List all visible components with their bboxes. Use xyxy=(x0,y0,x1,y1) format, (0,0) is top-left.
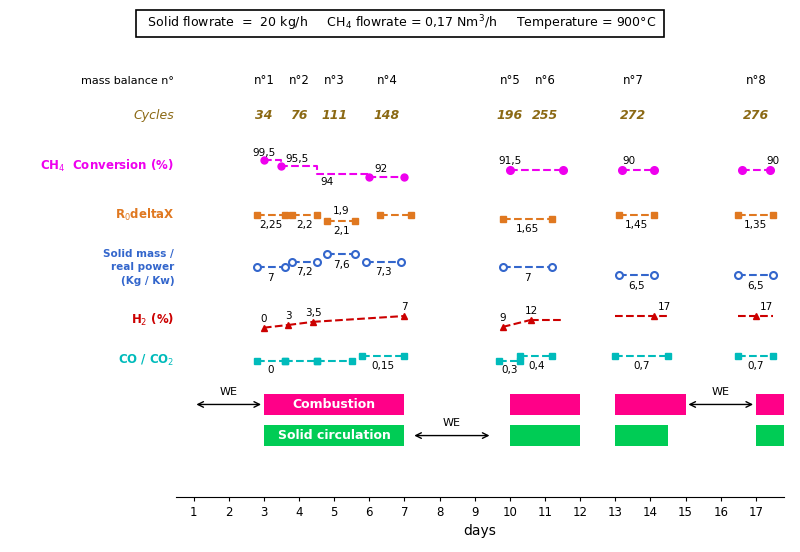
Text: 272: 272 xyxy=(620,109,646,123)
Text: 2,25: 2,25 xyxy=(259,220,282,230)
Text: 1,35: 1,35 xyxy=(744,220,767,230)
Text: n°4: n°4 xyxy=(377,75,398,87)
Bar xyxy=(615,425,668,446)
Text: Solid mass /
real power
(Kg / Kw): Solid mass / real power (Kg / Kw) xyxy=(103,249,174,285)
Text: Cycles: Cycles xyxy=(134,109,174,123)
Text: R$_0$deltaX: R$_0$deltaX xyxy=(114,207,174,223)
Text: 7: 7 xyxy=(401,302,408,312)
Text: 0,15: 0,15 xyxy=(372,360,395,371)
Text: 3: 3 xyxy=(285,311,292,321)
Text: 1,45: 1,45 xyxy=(625,220,648,230)
Text: 90: 90 xyxy=(766,156,779,166)
Text: 0: 0 xyxy=(261,314,267,324)
Text: 0: 0 xyxy=(268,365,274,375)
Text: 148: 148 xyxy=(374,109,400,123)
Text: 2,2: 2,2 xyxy=(296,220,313,230)
Text: 94: 94 xyxy=(320,177,334,187)
Text: 1,9: 1,9 xyxy=(333,206,350,216)
Text: 7,6: 7,6 xyxy=(333,259,350,269)
Bar xyxy=(510,394,580,415)
Text: 6,5: 6,5 xyxy=(628,281,645,291)
Bar xyxy=(756,394,784,415)
Bar xyxy=(264,425,405,446)
Text: n°3: n°3 xyxy=(324,75,345,87)
Text: WE: WE xyxy=(712,387,730,397)
Text: 0,7: 0,7 xyxy=(634,360,650,371)
Text: 7: 7 xyxy=(267,273,274,283)
Text: 3,5: 3,5 xyxy=(305,308,322,318)
Text: 6,5: 6,5 xyxy=(747,281,764,291)
Text: 7: 7 xyxy=(524,273,530,283)
Text: 76: 76 xyxy=(290,109,308,123)
Text: 12: 12 xyxy=(524,306,538,316)
Text: n°2: n°2 xyxy=(289,75,310,87)
Text: 9: 9 xyxy=(499,313,506,323)
Text: 95,5: 95,5 xyxy=(285,153,308,163)
Text: WE: WE xyxy=(443,418,461,428)
Text: 17: 17 xyxy=(759,302,773,312)
Text: n°6: n°6 xyxy=(534,75,555,87)
Text: Solid circulation: Solid circulation xyxy=(278,429,390,442)
Bar xyxy=(650,394,686,415)
Bar xyxy=(510,425,580,446)
Text: 91,5: 91,5 xyxy=(498,156,522,166)
Text: Combustion: Combustion xyxy=(293,398,376,411)
Text: 196: 196 xyxy=(497,109,523,123)
Text: 99,5: 99,5 xyxy=(252,148,275,158)
Bar xyxy=(756,425,784,446)
Text: CH$_4$  Conversion (%): CH$_4$ Conversion (%) xyxy=(40,158,174,174)
Bar xyxy=(615,394,650,415)
Text: 111: 111 xyxy=(321,109,347,123)
Text: n°8: n°8 xyxy=(746,75,766,87)
Text: 0,4: 0,4 xyxy=(528,360,545,371)
Text: 2,1: 2,1 xyxy=(333,226,350,236)
Text: n°1: n°1 xyxy=(254,75,274,87)
Text: 7,3: 7,3 xyxy=(375,267,392,278)
Bar xyxy=(264,394,405,415)
Text: Solid flowrate  =  20 kg/h     CH$_4$ flowrate = 0,17 Nm$^3$/h     Temperature =: Solid flowrate = 20 kg/h CH$_4$ flowrate… xyxy=(139,14,661,34)
Text: CO / CO$_2$: CO / CO$_2$ xyxy=(118,353,174,368)
Text: 1,65: 1,65 xyxy=(516,224,539,234)
Text: 276: 276 xyxy=(742,109,769,123)
Text: 255: 255 xyxy=(532,109,558,123)
Text: 0,7: 0,7 xyxy=(748,360,764,371)
Text: n°5: n°5 xyxy=(499,75,520,87)
X-axis label: days: days xyxy=(463,524,497,538)
Text: 90: 90 xyxy=(622,156,635,166)
Text: 7,2: 7,2 xyxy=(296,267,313,278)
Text: 0,3: 0,3 xyxy=(502,365,518,375)
Text: n°7: n°7 xyxy=(622,75,643,87)
Text: 34: 34 xyxy=(255,109,273,123)
Text: mass balance n°: mass balance n° xyxy=(82,76,174,86)
Text: H$_2$ (%): H$_2$ (%) xyxy=(131,312,174,328)
Text: 17: 17 xyxy=(658,302,670,312)
Text: 92: 92 xyxy=(374,164,388,174)
Text: WE: WE xyxy=(220,387,238,397)
